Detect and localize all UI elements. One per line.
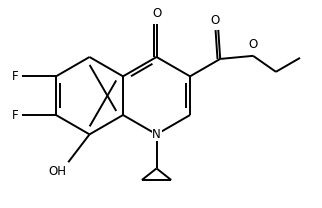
Text: F: F [12, 109, 19, 121]
Text: N: N [152, 128, 161, 141]
Text: O: O [152, 7, 161, 20]
Text: F: F [12, 70, 19, 83]
Text: OH: OH [48, 165, 66, 178]
Text: O: O [249, 38, 258, 51]
Text: O: O [211, 14, 220, 27]
